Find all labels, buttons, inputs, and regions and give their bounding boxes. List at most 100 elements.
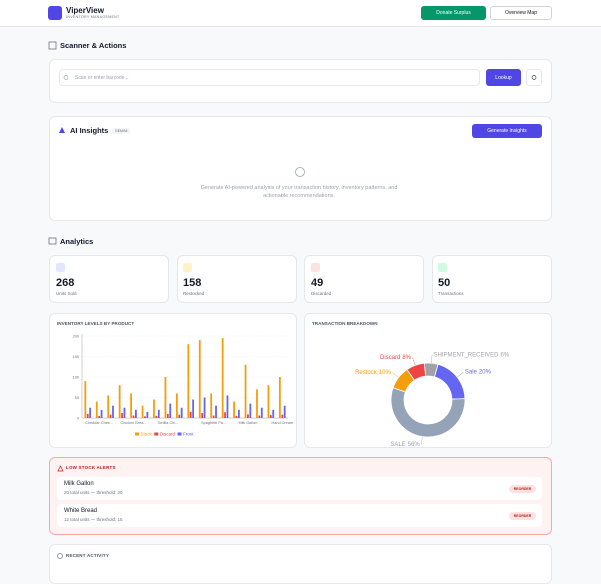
ai-message: Generate AI-powered analysis of your tra… — [200, 185, 398, 199]
alert-title: LOW STOCK ALERTS — [66, 465, 116, 470]
ai-card — [49, 116, 552, 221]
bar — [144, 416, 146, 418]
item-name: White Bread — [64, 508, 98, 514]
slice-label: SHIPMENT_RECEIVED 6% — [433, 353, 509, 359]
barcode-input[interactable] — [59, 69, 480, 86]
slice-label: Restock 10% — [355, 370, 391, 376]
slice-category: Sale — [465, 370, 478, 376]
ai-title: AI Insights — [70, 126, 109, 135]
legend-swatch — [154, 432, 159, 436]
stat-card — [177, 255, 297, 303]
leader-line — [431, 355, 433, 364]
bar — [100, 409, 103, 418]
bar — [192, 399, 195, 418]
section-heading: Scanner & Actions — [60, 41, 127, 50]
bar — [201, 413, 204, 418]
x-tick-label: Milk Gallon — [239, 421, 258, 425]
bar — [112, 405, 114, 418]
slice-value: 20% — [479, 370, 492, 376]
slice-label: SALE 56% — [390, 442, 420, 448]
y-tick-label: 150 — [73, 355, 79, 359]
slice-category: SALE — [390, 442, 405, 448]
bar — [89, 407, 92, 418]
donate-button[interactable]: Donate Surplus — [421, 6, 486, 20]
bar — [164, 377, 167, 418]
stat-card — [49, 255, 169, 303]
bar — [169, 403, 172, 418]
bar — [189, 411, 192, 418]
bar — [247, 414, 249, 418]
bar — [203, 397, 206, 418]
slice-category: Restock — [355, 370, 378, 376]
bar — [132, 415, 135, 418]
activity-title: RECENT ACTIVITY — [66, 553, 110, 558]
chart-card — [49, 313, 297, 448]
stat-label: Units Sold — [56, 291, 77, 296]
logo — [48, 6, 62, 20]
slice-category: Discard — [380, 355, 400, 361]
icon — [59, 127, 65, 133]
slice-value: 10% — [379, 370, 392, 376]
stat-label: Discarded — [311, 291, 332, 296]
bar — [166, 413, 169, 418]
bar — [267, 385, 270, 418]
camera-button[interactable] — [526, 69, 542, 86]
icon — [48, 237, 57, 245]
slice — [434, 363, 466, 400]
lookup-button[interactable]: Lookup — [486, 69, 521, 86]
icon — [56, 263, 65, 272]
chart-title: TRANSACTION BREAKDOWN — [312, 321, 378, 326]
reorder-button[interactable]: REORDER — [509, 512, 536, 520]
bar — [109, 414, 112, 418]
bar — [256, 389, 258, 418]
bar — [121, 413, 123, 418]
icon — [57, 465, 64, 472]
icon — [57, 553, 63, 559]
bar — [146, 411, 149, 418]
alert-item — [57, 477, 542, 500]
stat-value: 50 — [438, 277, 451, 289]
bar — [187, 344, 190, 418]
slice-value: 8% — [402, 355, 411, 361]
bar — [155, 415, 158, 418]
bar — [238, 409, 240, 418]
map-button[interactable]: Overview Map — [490, 6, 552, 20]
bar — [135, 409, 137, 418]
icon — [63, 75, 69, 80]
bar — [178, 414, 181, 418]
bar — [260, 407, 263, 418]
bar — [281, 414, 284, 418]
chart-title: INVENTORY LEVELS BY PRODUCT — [57, 321, 134, 326]
item-name: Milk Gallon — [64, 481, 94, 487]
generate-button[interactable]: Generate Insights — [472, 124, 542, 138]
leader-line — [412, 357, 416, 366]
bar — [95, 401, 98, 418]
stat-label: Restocked — [183, 291, 205, 296]
bar — [175, 393, 178, 418]
leader-line — [421, 436, 423, 445]
stat-card — [432, 255, 552, 303]
bar — [107, 395, 110, 418]
bar — [215, 405, 217, 418]
bar — [86, 413, 89, 418]
legend-label: Discard — [160, 432, 176, 437]
stat-value: 158 — [183, 277, 202, 289]
bar — [233, 401, 235, 418]
leader-line — [392, 372, 399, 378]
leader-line — [456, 372, 464, 378]
bar — [258, 415, 261, 418]
bar — [221, 338, 224, 418]
bar — [249, 403, 252, 418]
bar — [130, 393, 132, 418]
item-detail: 20 total units — threshold: 20 — [64, 490, 123, 495]
bar — [278, 377, 281, 418]
bar — [198, 340, 201, 418]
reorder-button[interactable]: REORDER — [509, 485, 536, 493]
y-tick-label: 0 — [77, 416, 79, 420]
y-tick-label: 50 — [75, 396, 79, 400]
stat-label: Transactions — [438, 291, 464, 296]
slice-label: Sale 20% — [465, 370, 492, 376]
scanner-card — [49, 59, 552, 103]
bar — [272, 409, 275, 418]
